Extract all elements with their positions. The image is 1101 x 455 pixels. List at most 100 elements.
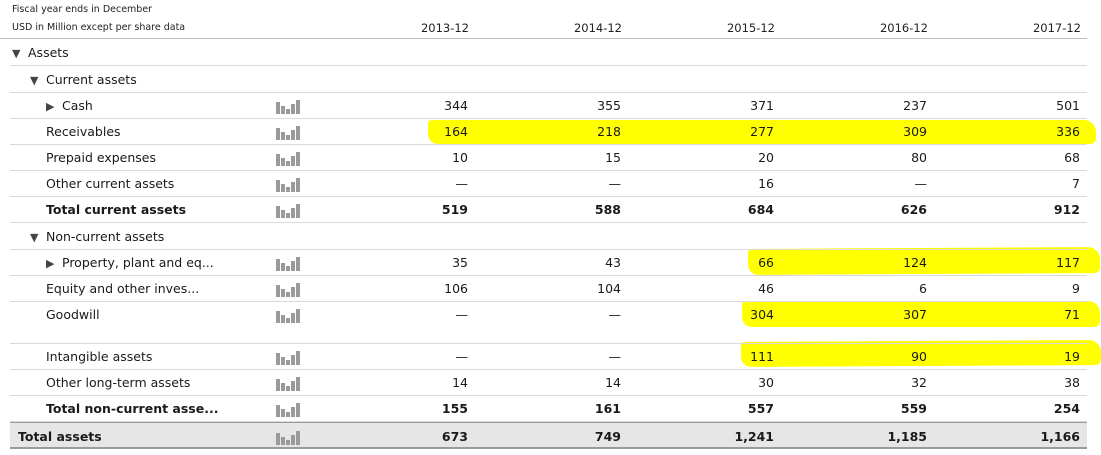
cell-value: 7 <box>1072 176 1080 191</box>
mini-bar <box>296 178 300 192</box>
cell-value: 237 <box>903 98 927 113</box>
row-label: Total current assets <box>46 197 186 223</box>
mini-bar <box>291 156 295 166</box>
row-label: ▶ Cash <box>46 93 93 120</box>
mini-bar-chart-icon[interactable] <box>276 126 302 140</box>
cell-value: 912 <box>1053 202 1080 217</box>
cell-value: 1,166 <box>1040 429 1080 444</box>
cell-value: 43 <box>605 255 621 270</box>
table-row: Total current assets 519 588 684 626 912 <box>10 197 1087 223</box>
table-row[interactable]: ▼ Non-current assets <box>10 223 1087 250</box>
mini-bar-chart-icon[interactable] <box>276 257 302 271</box>
collapse-triangle-icon[interactable]: ▼ <box>12 47 21 60</box>
collapse-triangle-icon[interactable]: ▼ <box>30 231 39 244</box>
mini-bar <box>296 430 300 445</box>
table-row[interactable]: ▶ Property, plant and eq... 35 43 66 124 117 <box>10 250 1087 276</box>
row-label-text: Cash <box>62 98 93 113</box>
mini-bar <box>276 379 280 391</box>
cell-value: — <box>608 307 622 322</box>
cell-value: 9 <box>1072 281 1080 296</box>
mini-bar <box>286 439 290 445</box>
mini-bar-chart-icon[interactable] <box>276 309 302 323</box>
mini-bar-chart-icon[interactable] <box>276 178 302 192</box>
cell-value: 371 <box>750 98 774 113</box>
cell-value: 336 <box>1056 124 1080 139</box>
cell-value: 90 <box>911 349 927 364</box>
mini-bar <box>286 266 290 271</box>
mini-bar <box>291 182 295 192</box>
mini-bar-chart-icon[interactable] <box>276 377 302 391</box>
cell-value: 6 <box>919 281 927 296</box>
mini-bar <box>291 104 295 114</box>
collapse-triangle-icon[interactable]: ▼ <box>30 74 39 87</box>
mini-bar <box>296 126 300 140</box>
mini-bar <box>296 283 300 297</box>
cell-value: — <box>914 176 928 191</box>
mini-bar <box>296 100 300 114</box>
column-header-2014: 2014-12 <box>573 21 622 35</box>
mini-bar-chart-icon[interactable] <box>276 100 302 114</box>
mini-bar <box>276 405 280 417</box>
cell-value: 559 <box>900 401 927 416</box>
mini-bar <box>296 152 300 166</box>
table-row: Other long-term assets 14 14 30 32 38 <box>10 370 1087 396</box>
cell-value: 80 <box>911 150 927 165</box>
cell-value: 32 <box>911 375 927 390</box>
mini-bar-chart-icon[interactable] <box>276 430 302 445</box>
row-label-text: Other current assets <box>46 176 175 191</box>
mini-bar-chart-icon[interactable] <box>276 204 302 218</box>
mini-bar <box>281 409 285 417</box>
row-label-text: Receivables <box>46 124 121 139</box>
mini-bar <box>276 432 280 445</box>
table-row: Total non-current asse... 155 161 557 559 254 <box>10 396 1087 422</box>
row-label: Other current assets <box>46 171 174 197</box>
cell-value: — <box>608 176 622 191</box>
expand-triangle-icon[interactable]: ▶ <box>46 257 55 270</box>
mini-bar-chart-icon[interactable] <box>276 283 302 297</box>
row-label-text: Other long-term assets <box>46 375 191 390</box>
mini-bar <box>286 109 290 114</box>
row-label: Receivables <box>46 119 121 145</box>
cell-value: 684 <box>747 202 774 217</box>
table-row[interactable]: ▼ Assets <box>10 40 1087 66</box>
expand-triangle-icon[interactable]: ▶ <box>46 100 55 113</box>
mini-bar <box>281 106 285 114</box>
mini-bar <box>276 180 280 192</box>
cell-value: 254 <box>1053 401 1080 416</box>
row-label-text: Total non-current asse... <box>46 401 219 416</box>
mini-bar <box>296 351 300 365</box>
row-label: ▶ Property, plant and eq... <box>46 250 214 277</box>
cell-value: 14 <box>605 375 621 390</box>
table-row[interactable]: ▼ Current assets <box>10 66 1087 93</box>
cell-value: 68 <box>1064 150 1080 165</box>
cell-value: — <box>455 349 469 364</box>
mini-bar-chart-icon[interactable] <box>276 152 302 166</box>
fiscal-year-note: Fiscal year ends in December <box>12 4 153 15</box>
cell-value: 30 <box>758 375 774 390</box>
table-header: Fiscal year ends in December USD in Mill… <box>0 0 1087 39</box>
cell-value: 19 <box>1064 349 1080 364</box>
mini-bar <box>291 381 295 391</box>
mini-bar <box>281 184 285 192</box>
cell-value: 106 <box>444 281 468 296</box>
mini-bar-chart-icon[interactable] <box>276 351 302 365</box>
mini-bar-chart-icon[interactable] <box>276 403 302 417</box>
cell-value: 218 <box>597 124 621 139</box>
cell-value: 117 <box>1056 255 1080 270</box>
row-label-text: Prepaid expenses <box>46 150 156 165</box>
mini-bar <box>286 135 290 140</box>
mini-bar <box>286 318 290 323</box>
mini-bar <box>281 383 285 391</box>
mini-bar <box>286 386 290 391</box>
cell-value: 673 <box>441 429 468 444</box>
marker-highlight <box>742 301 1100 327</box>
mini-bar <box>276 154 280 166</box>
mini-bar <box>281 132 285 140</box>
mini-bar <box>276 102 280 114</box>
cell-value: 66 <box>758 255 774 270</box>
cell-value: 277 <box>750 124 774 139</box>
table-row: Receivables 164 218 277 309 336 <box>10 119 1087 145</box>
column-header-2013: 2013-12 <box>420 21 469 35</box>
table-row[interactable]: ▶ Cash 344 355 371 237 501 <box>10 93 1087 119</box>
